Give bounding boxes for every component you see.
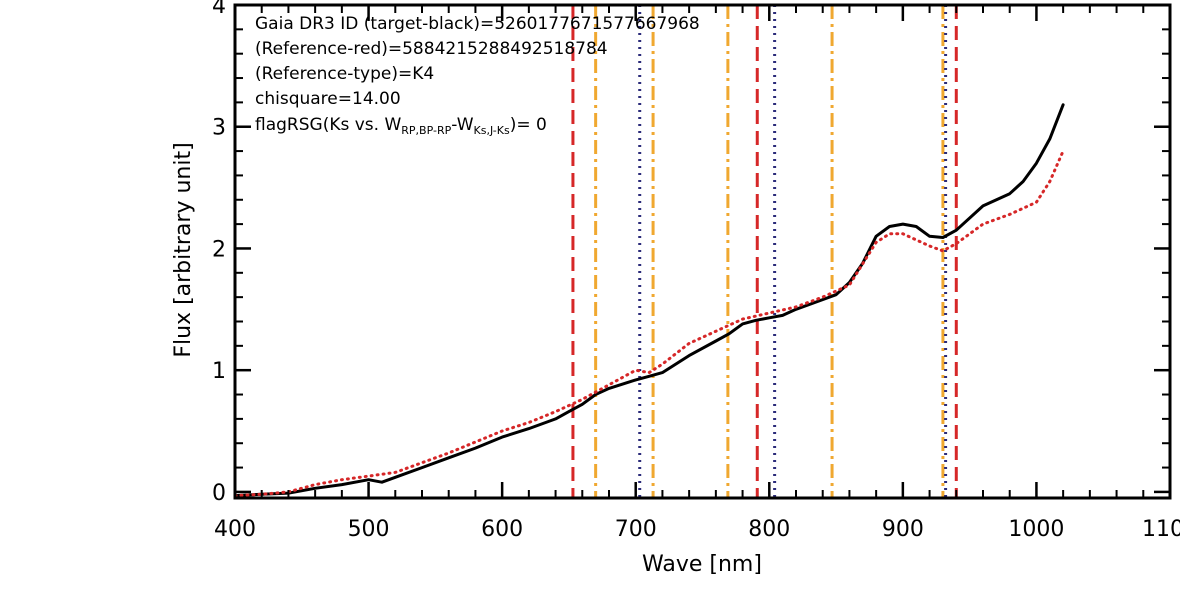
- annotation-reference-red: (Reference-red)=5884215288492518784: [255, 39, 608, 59]
- x-tick-label-2: 600: [481, 517, 523, 542]
- flag-suffix: )= 0: [510, 115, 547, 135]
- flag-sub2: Ks,J-Ks: [474, 124, 510, 137]
- x-tick-label-1: 500: [348, 517, 390, 542]
- y-tick-labels: 0 1 2 3 4: [212, 0, 226, 506]
- y-tick-label-1: 1: [212, 359, 226, 384]
- annotation-block: Gaia DR3 ID (target-black)=5260177671577…: [255, 14, 700, 137]
- y-axis-label: Flux [arbitrary unit]: [171, 142, 196, 357]
- series-line-1: [233, 149, 1065, 498]
- y-tick-label-3: 3: [212, 116, 226, 141]
- flag-prefix: flagRSG(Ks vs. W: [255, 115, 401, 135]
- x-tick-label-6: 1000: [1008, 517, 1064, 542]
- x-axis-label: Wave [nm]: [642, 552, 762, 577]
- y-tick-label-2: 2: [212, 237, 226, 262]
- x-tick-label-4: 800: [748, 517, 790, 542]
- annotation-flag-rsg: flagRSG(Ks vs. WRP,BP-RP-WKs,J-Ks)= 0: [255, 115, 547, 137]
- flag-mid: -W: [451, 115, 473, 135]
- series-line-0: [233, 103, 1065, 498]
- x-tick-label-0: 400: [214, 517, 256, 542]
- x-tick-label-3: 700: [615, 517, 657, 542]
- plot-frame: [233, 3, 1172, 500]
- x-tick-label-5: 900: [882, 517, 924, 542]
- y-tick-label-4: 4: [212, 0, 226, 19]
- annotation-reference-type: (Reference-type)=K4: [255, 64, 434, 84]
- annotation-chisquare: chisquare=14.00: [255, 89, 401, 109]
- y-tick-label-0: 0: [212, 481, 226, 506]
- flag-sub1: RP,BP-RP: [401, 124, 451, 137]
- spectrum-series: [233, 103, 1065, 498]
- vertical-marker-lines: [571, 5, 958, 498]
- axis-ticks: [233, 3, 1172, 498]
- annotation-gaia-id: Gaia DR3 ID (target-black)=5260177671577…: [255, 14, 700, 34]
